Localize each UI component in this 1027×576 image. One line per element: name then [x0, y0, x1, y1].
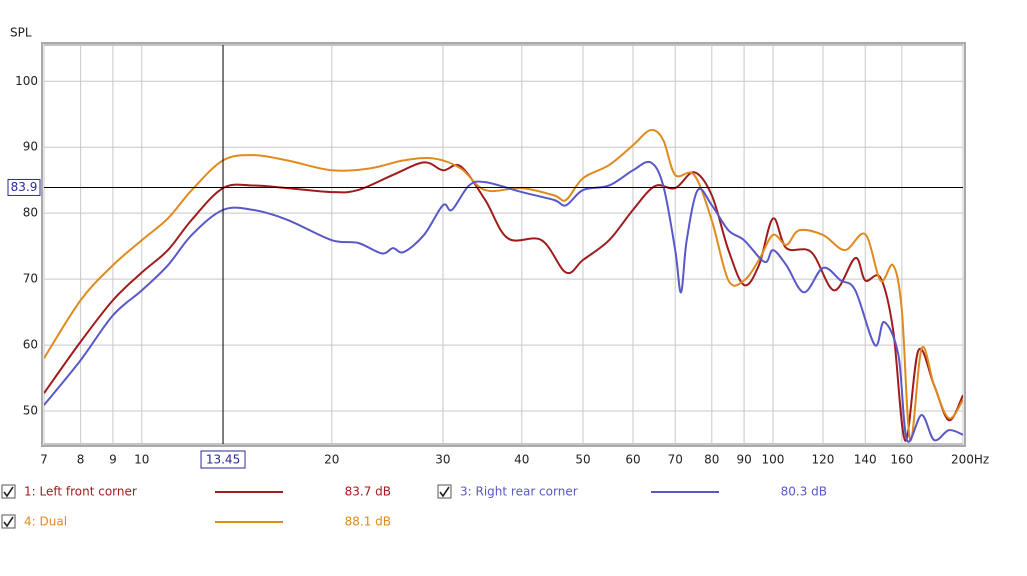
legend-checkmark: [3, 516, 14, 528]
x-tick-label: 7: [40, 453, 48, 467]
x-tick-label: 160: [890, 453, 913, 467]
x-tick-label: 60: [625, 453, 640, 467]
legend-level: 88.1 dB: [345, 515, 391, 529]
x-tick-label: 200Hz: [951, 453, 989, 467]
x-tick-label: 20: [324, 453, 339, 467]
series-line: [44, 161, 963, 442]
cursor-y-box: [7, 178, 41, 196]
x-tick-label: 80: [704, 453, 719, 467]
y-tick-label: 70: [23, 272, 38, 286]
cursor-x-box: [200, 450, 246, 469]
cursor-y-label: 83.9: [11, 180, 38, 194]
y-tick-label: 50: [23, 404, 38, 418]
legend-level: 80.3 dB: [781, 485, 827, 499]
legend-name: 1: Left front corner: [24, 485, 137, 499]
x-tick-label: 40: [514, 453, 529, 467]
x-tick-label: 50: [575, 453, 590, 467]
legend-checkbox[interactable]: [437, 484, 452, 499]
legend-name: 4: Dual: [24, 515, 67, 529]
legend-checkmark: [3, 486, 14, 498]
plot-frame: [43, 44, 964, 445]
x-tick-label: 30: [435, 453, 450, 467]
legend-checkmark: [439, 486, 450, 498]
legend-name: 3: Right rear corner: [460, 485, 578, 499]
x-tick-label: 10: [134, 453, 149, 467]
x-tick-label: 100: [762, 453, 785, 467]
x-tick-label: 70: [668, 453, 683, 467]
y-tick-label: 100: [15, 74, 38, 88]
x-tick-label: 120: [812, 453, 835, 467]
series-line: [44, 128, 963, 442]
y-axis-label: SPL: [10, 26, 32, 40]
x-tick-label: 140: [854, 453, 877, 467]
legend-level: 83.7 dB: [345, 485, 391, 499]
y-tick-label: 60: [23, 338, 38, 352]
x-tick-label: 9: [109, 453, 117, 467]
legend-checkbox[interactable]: [1, 514, 16, 529]
x-tick-label: 90: [736, 453, 751, 467]
plot-frame-outer: [41, 42, 966, 447]
y-tick-label: 90: [23, 140, 38, 154]
series-line: [44, 160, 963, 443]
legend-checkbox[interactable]: [1, 484, 16, 499]
cursor-x-label: 13.45: [206, 453, 240, 467]
x-tick-label: 8: [77, 453, 85, 467]
y-tick-label: 80: [23, 206, 38, 220]
